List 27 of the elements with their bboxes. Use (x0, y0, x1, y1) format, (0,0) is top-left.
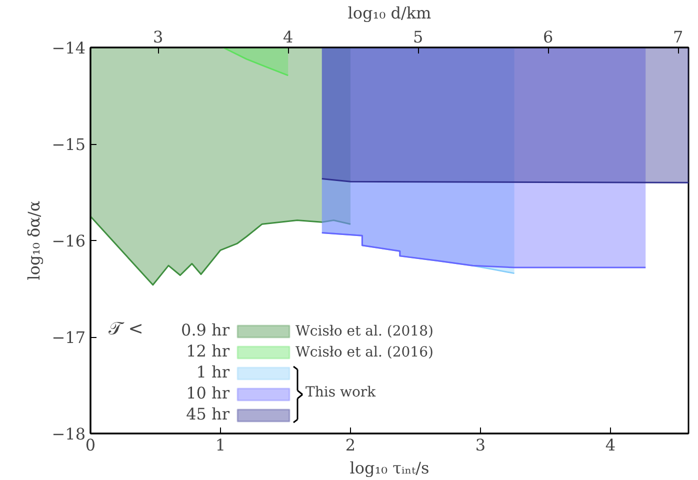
legend-label: 1 hr (196, 362, 230, 382)
x-tick-label: 1 (215, 436, 226, 454)
x-axis-title: log₁₀ τᵢₙₜ/s (350, 458, 430, 478)
x2-tick-label: 3 (153, 28, 164, 46)
x2-tick-label: 7 (673, 28, 684, 46)
annotation: Wcisło et al. (2016) (296, 344, 434, 360)
y-axis-title: log₁₀ δα/α (24, 200, 44, 280)
annotation: Wcisło et al. (2018) (296, 324, 434, 340)
legend-label: 45 hr (186, 404, 230, 424)
x-tick-label: 0 (85, 436, 96, 454)
x2-tick-label: 4 (283, 28, 294, 46)
x-tick-label: 3 (475, 436, 486, 454)
y-tick-label: −15 (52, 135, 86, 154)
y-tick-label: −14 (52, 38, 86, 58)
x-tick-label: 2 (345, 436, 356, 454)
y-tick-label: −18 (52, 424, 86, 444)
legend-label: 0.9 hr (181, 320, 230, 340)
annotation: This work (306, 384, 376, 400)
y-tick-label: −17 (52, 328, 86, 347)
legend-title: 𝒯 < (108, 318, 144, 340)
x-tick-label: 4 (605, 436, 616, 454)
legend-label: 12 hr (186, 342, 230, 360)
y-tick-label: −16 (52, 232, 86, 250)
x2-tick-label: 5 (413, 28, 424, 46)
legend-label: 10 hr (186, 384, 230, 402)
x2-axis-title: log₁₀ d/km (348, 4, 432, 22)
x2-tick-label: 6 (543, 28, 554, 46)
